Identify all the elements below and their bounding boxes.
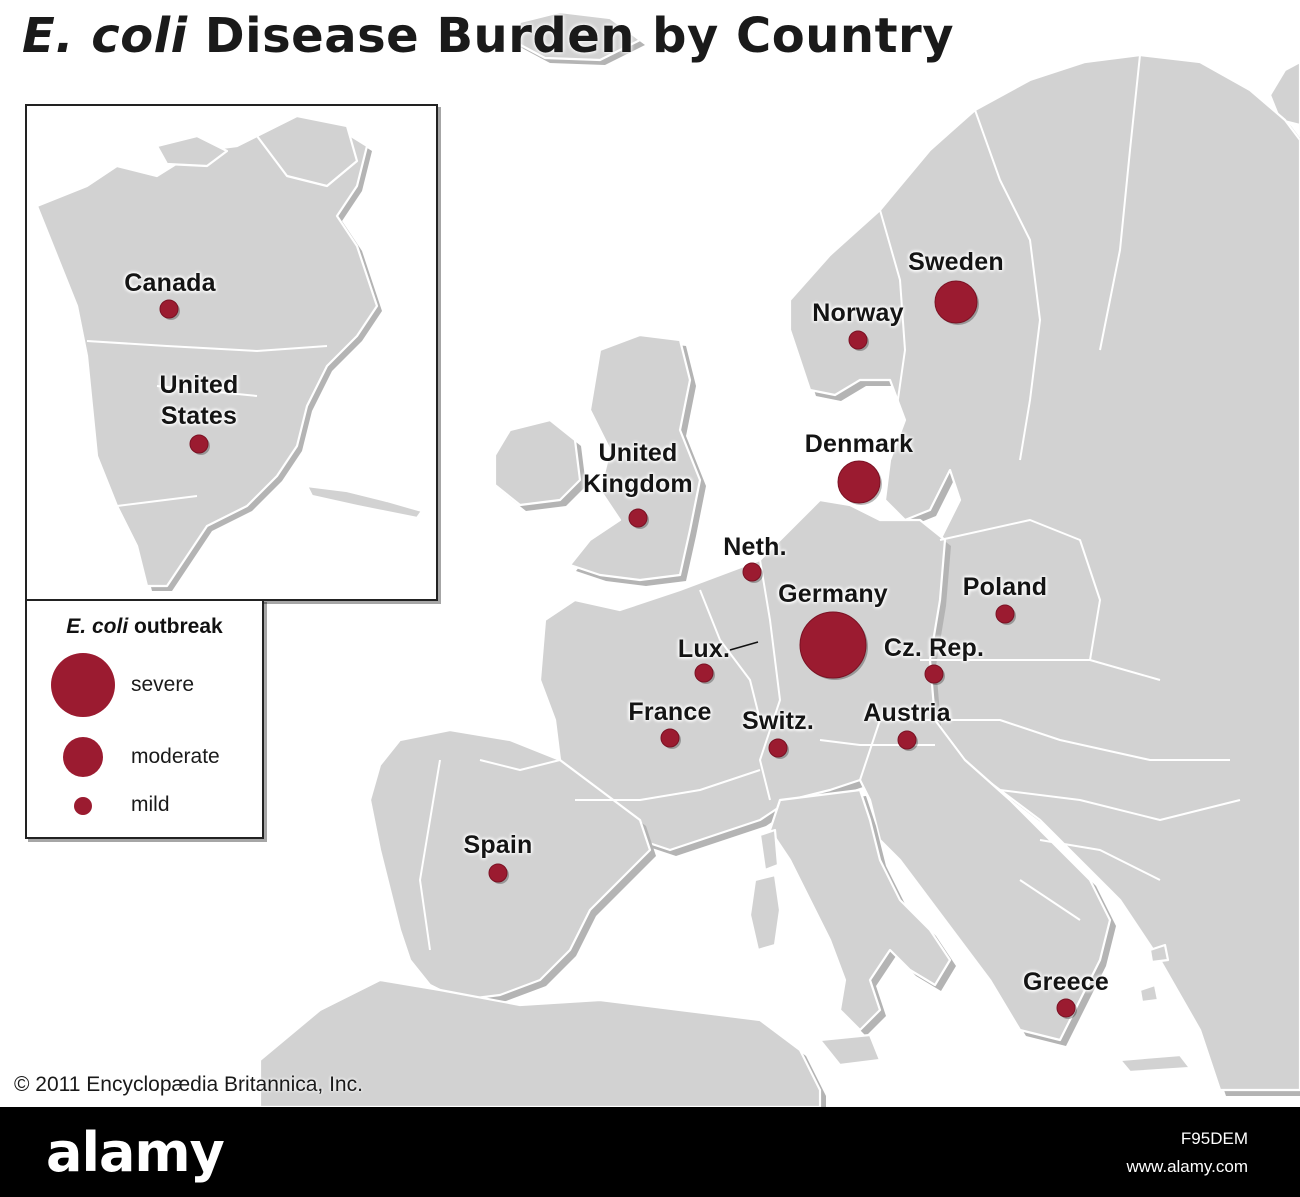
label-united-kingdom: United Kingdom [583, 439, 693, 498]
marker-germany [799, 611, 867, 679]
caribbean-land [305, 484, 424, 520]
north-america-inset: Canada United States [25, 104, 438, 601]
map-title: E. coli Disease Burden by Country [22, 8, 954, 64]
marker-greece [1056, 998, 1076, 1018]
ireland-land [493, 418, 582, 507]
arctic-islands-land [155, 134, 229, 168]
legend-symbol-severe [51, 653, 115, 717]
legend: E. coli outbreak severe moderate mild [25, 599, 264, 839]
corsica-land [758, 828, 780, 872]
marker-france [660, 728, 680, 748]
europe-map: Sweden Norway Denmark United Kingdom Net… [14, 8, 1300, 1107]
label-france: France [628, 698, 712, 726]
aegean-island-1 [1148, 943, 1170, 964]
europe-markers [488, 280, 1077, 1019]
marker-poland [995, 604, 1015, 624]
crete-land [1118, 1053, 1192, 1074]
site-url: www.alamy.com [1126, 1157, 1248, 1176]
copyright-notice: © 2011 Encyclopædia Britannica, Inc. [14, 1073, 363, 1096]
legend-label-severe: severe [131, 673, 195, 696]
iceland-land [513, 10, 642, 62]
legend-title: E. coli outbreak [27, 615, 262, 639]
marker-canada [159, 299, 179, 319]
arctic-island-land [1268, 60, 1300, 127]
legend-symbol-mild [74, 797, 92, 815]
marker-united-kingdom [628, 508, 648, 528]
lux-leader-line [729, 641, 759, 651]
marker-neth [742, 562, 762, 582]
label-denmark: Denmark [804, 430, 914, 458]
label-canada: Canada [124, 269, 216, 297]
label-czech-republic: Cz. Rep. [883, 634, 985, 662]
stock-logo: alamy [46, 1121, 225, 1184]
marker-lux [694, 663, 714, 683]
sardinia-land [748, 873, 782, 952]
north-america-svg [35, 114, 424, 591]
marker-norway [848, 330, 868, 350]
italy-land [768, 788, 952, 1032]
north-america-land [35, 119, 379, 588]
label-poland: Poland [962, 573, 1048, 601]
great-britain-land [568, 333, 702, 582]
footer-bar: alamy F95DEM www.alamy.com [0, 1107, 1300, 1197]
label-norway: Norway [812, 299, 904, 327]
central-europe-land [538, 498, 1112, 1042]
marker-sweden [934, 280, 978, 324]
europe-map-svg [258, 10, 1300, 1107]
label-luxembourg: Lux. [677, 635, 731, 663]
label-austria: Austria [863, 699, 951, 727]
label-greece: Greece [1023, 968, 1109, 996]
legend-symbol-moderate [63, 737, 103, 777]
greenland-land [255, 114, 359, 188]
label-netherlands: Neth. [723, 533, 787, 561]
label-united-states: United States [159, 371, 239, 430]
marker-united-states [189, 434, 209, 454]
marker-denmark [837, 460, 881, 504]
marker-spain [488, 863, 508, 883]
marker-austria [897, 730, 917, 750]
marker-switz [768, 738, 788, 758]
aegean-island-2 [1138, 983, 1160, 1004]
legend-title-italic: E. coli [66, 615, 129, 638]
north-africa-land [258, 978, 822, 1107]
legend-label-mild: mild [131, 793, 170, 816]
iberia-land [368, 728, 652, 1002]
title-rest: Disease Burden by Country [204, 8, 954, 64]
label-sweden: Sweden [908, 248, 1004, 276]
label-germany: Germany [778, 580, 888, 608]
title-italic-part: E. coli [22, 8, 188, 64]
label-spain: Spain [463, 831, 533, 859]
legend-label-moderate: moderate [131, 745, 220, 768]
marker-cz-rep [924, 664, 944, 684]
legend-title-rest: outbreak [134, 615, 223, 638]
sicily-land [818, 1033, 882, 1067]
inset-markers [159, 299, 210, 455]
image-id: F95DEM [1180, 1129, 1248, 1148]
label-switzerland: Switz. [741, 707, 815, 735]
